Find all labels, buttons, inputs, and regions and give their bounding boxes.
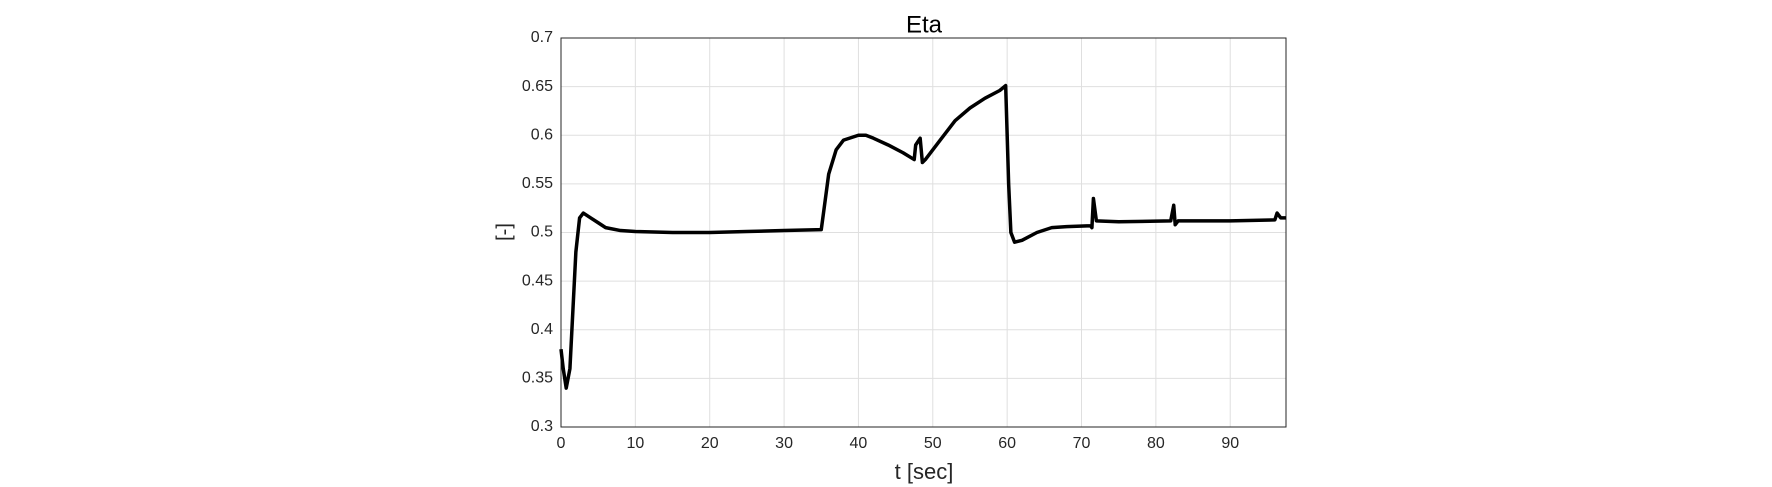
y-tick-label: 0.7: [531, 29, 553, 46]
y-tick-label: 0.6: [531, 126, 553, 143]
y-tick-label: 0.4: [531, 321, 553, 338]
axes-frame: [560, 37, 1287, 428]
y-tick-label: 0.35: [522, 370, 553, 387]
y-tick-label: 0.5: [531, 224, 553, 241]
x-tick-label: 90: [1221, 435, 1239, 452]
x-tick-label: 50: [924, 435, 942, 452]
chart-title: Eta: [906, 11, 943, 38]
x-tick-label: 30: [775, 435, 793, 452]
data-line: [559, 83, 1286, 390]
x-tick-label: 80: [1147, 435, 1165, 452]
y-tick-label: 0.55: [522, 175, 553, 192]
x-tick-label: 60: [998, 435, 1016, 452]
x-tick-label: 10: [626, 435, 644, 452]
x-tick-label: 70: [1073, 435, 1091, 452]
x-tick-label: 40: [850, 435, 868, 452]
y-tick-label: 0.65: [522, 78, 553, 95]
y-tick-label: 0.3: [531, 418, 553, 435]
x-tick-label: 20: [701, 435, 719, 452]
y-tick-label: 0.45: [522, 272, 553, 289]
y-axis-label: [-]: [493, 223, 515, 241]
x-axis-label: t [sec]: [895, 459, 954, 484]
x-tick-label: 0: [557, 435, 566, 452]
